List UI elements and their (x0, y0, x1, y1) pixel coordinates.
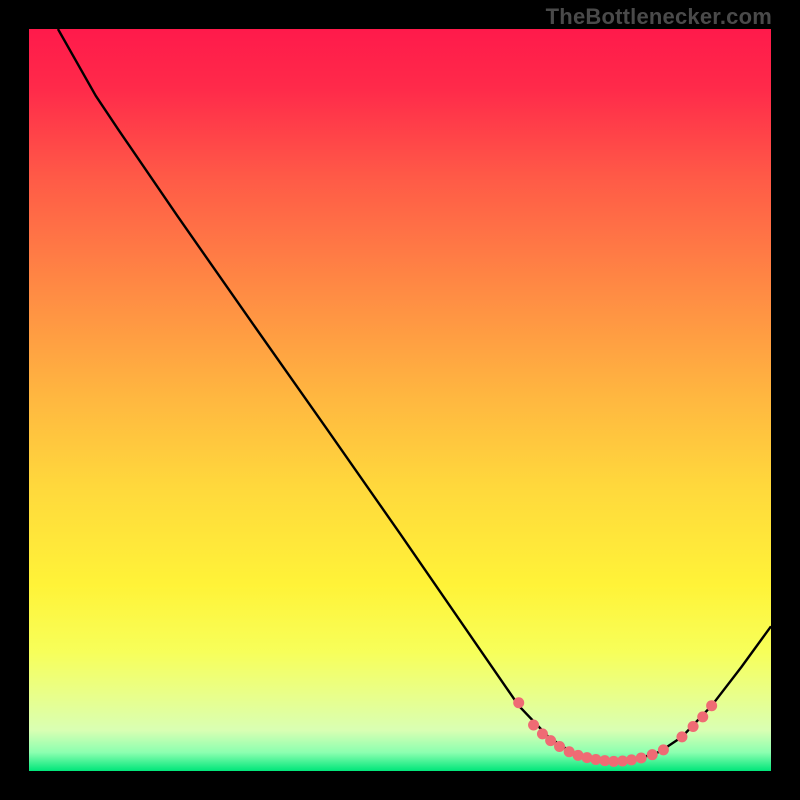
chart-background (29, 29, 771, 771)
curve-marker (513, 697, 524, 708)
curve-marker (647, 749, 658, 760)
curve-marker (697, 711, 708, 722)
curve-marker (636, 753, 647, 764)
curve-marker (676, 731, 687, 742)
curve-marker (554, 741, 565, 752)
watermark-text: TheBottlenecker.com (546, 4, 772, 30)
curve-marker (688, 721, 699, 732)
curve-marker (658, 744, 669, 755)
curve-marker (626, 754, 637, 765)
curve-marker (706, 700, 717, 711)
bottleneck-chart (0, 0, 800, 800)
curve-marker (528, 720, 539, 731)
